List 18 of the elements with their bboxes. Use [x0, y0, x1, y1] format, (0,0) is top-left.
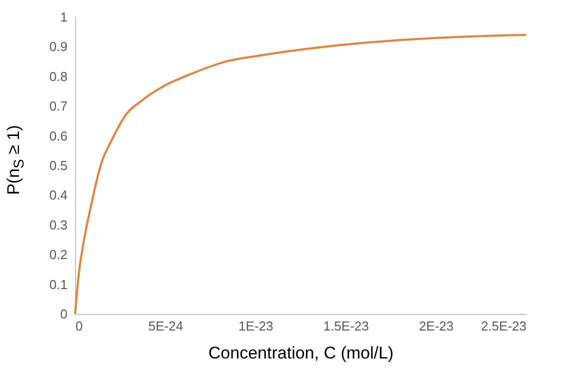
- y-tick-label: 0.3: [49, 217, 68, 232]
- x-tick-label: 2.5E-23: [480, 318, 526, 334]
- y-tick-label: 0.8: [49, 68, 68, 84]
- y-tick-label: 0.6: [49, 128, 68, 144]
- y-tick-label: 0.1: [49, 276, 68, 292]
- y-tick-label: 0.7: [49, 98, 68, 114]
- y-tick-label: 0.5: [49, 158, 68, 173]
- x-tick-label: 5E-24: [148, 318, 184, 334]
- y-tick-label: 0: [60, 306, 68, 322]
- y-tick-label: 1: [60, 10, 68, 24]
- x-tick-label: 2E-23: [418, 318, 454, 334]
- x-tick-label: 1E-23: [238, 318, 274, 334]
- x-tick-label: 1.5E-23: [323, 318, 369, 334]
- x-axis-title: Concentration, C (mol/L): [208, 344, 394, 362]
- y-tick-label: 0.4: [49, 188, 68, 203]
- x-tick-label: 0: [76, 318, 83, 334]
- y-tick-label: 0.9: [49, 39, 68, 54]
- y-tick-label: 0.2: [49, 247, 68, 262]
